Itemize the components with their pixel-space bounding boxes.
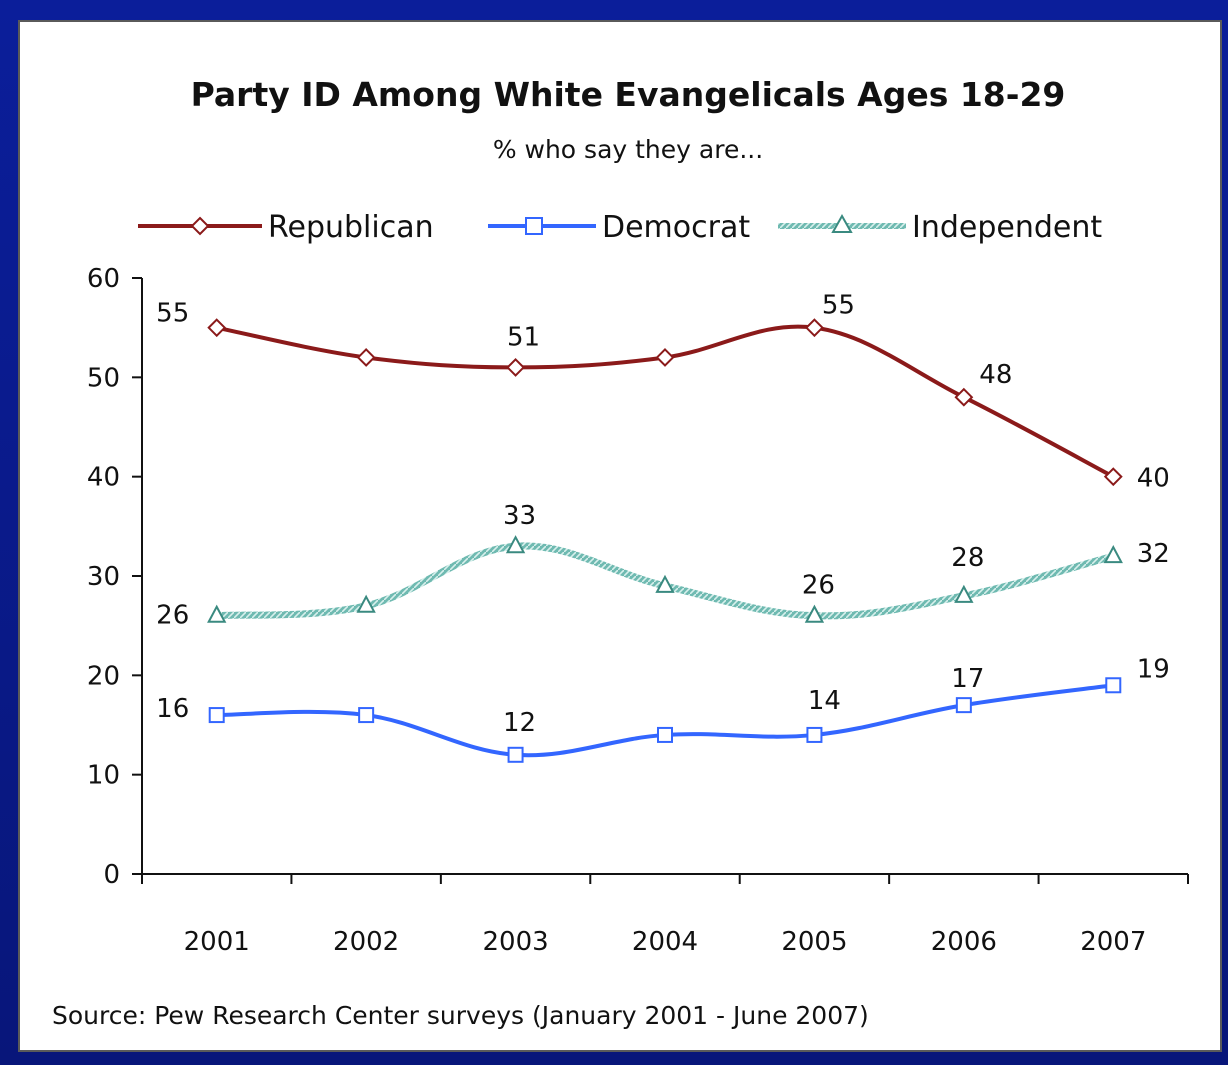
independent-point <box>804 604 825 623</box>
x-tick-label: 2007 <box>1080 927 1146 957</box>
republican-point <box>356 348 376 367</box>
chart-title: Party ID Among White Evangelicals Ages 1… <box>191 75 1066 114</box>
democrat-point <box>806 726 823 743</box>
x-tick-label: 2005 <box>781 927 847 957</box>
democrat-data-label: 19 <box>1137 654 1170 684</box>
axes: 0 10 20 30 40 50 60 2001 2002 2003 2004 2005 2006 200… <box>87 264 1189 957</box>
y-tick-label: 50 <box>87 363 120 393</box>
independent-point <box>655 574 675 593</box>
legend-democrat-label: Democrat <box>602 210 750 245</box>
republican-point <box>954 387 974 407</box>
republican-data-label: 40 <box>1137 464 1170 494</box>
democrat-point <box>507 746 524 763</box>
legend-republican-label: Republican <box>268 210 434 245</box>
independent-point <box>505 535 526 554</box>
legend-independent-label: Independent <box>912 210 1102 245</box>
democrat-point <box>955 697 972 714</box>
series-layer <box>207 318 1123 763</box>
republican-point <box>506 357 525 377</box>
x-tick-label: 2004 <box>632 927 698 957</box>
democrat-point <box>657 726 673 743</box>
y-tick-label: 40 <box>87 463 120 493</box>
independent-data-label: 33 <box>503 501 536 531</box>
x-tick-label: 2006 <box>931 927 997 957</box>
legend-independent-marker <box>831 213 853 233</box>
republican-point <box>805 318 824 338</box>
independent-point <box>1103 545 1123 564</box>
independent-point <box>207 604 227 623</box>
independent-data-label: 28 <box>951 543 984 573</box>
data-labels: 55 51 55 48 40 16 12 14 17 19 26 33 26 28 32 <box>156 291 1170 738</box>
independent-point <box>356 594 376 613</box>
republican-data-label: 51 <box>507 322 540 352</box>
democrat-data-label: 12 <box>503 708 536 738</box>
y-tick-label: 60 <box>87 264 120 294</box>
democrat-point <box>358 707 375 724</box>
independent-data-label: 26 <box>802 571 835 601</box>
x-tick-label: 2001 <box>184 927 250 957</box>
republican-point <box>1103 467 1123 487</box>
legend-republican-marker <box>190 216 210 236</box>
y-tick-label: 20 <box>87 661 120 691</box>
republican-data-label: 55 <box>156 299 189 329</box>
x-tick-label: 2002 <box>333 927 399 957</box>
y-tick-label: 10 <box>87 761 120 791</box>
democrat-data-label: 14 <box>808 686 841 716</box>
independent-data-label: 32 <box>1137 539 1170 569</box>
x-tick-label: 2003 <box>482 927 548 957</box>
independent-data-label: 26 <box>156 601 189 631</box>
republican-point <box>655 348 675 367</box>
republican-point <box>207 318 227 338</box>
democrat-point <box>208 707 225 724</box>
chart-panel <box>18 20 1222 1052</box>
chart-subtitle: % who say they are... <box>493 135 763 164</box>
legend-democrat-marker <box>525 217 543 235</box>
independent-point <box>954 584 974 603</box>
legend: Republican Democrat Independent <box>138 210 1102 245</box>
y-tick-label: 0 <box>103 860 120 890</box>
republican-data-label: 48 <box>979 360 1012 390</box>
y-tick-label: 30 <box>87 562 120 592</box>
source-note: Source: Pew Research Center surveys (Jan… <box>52 1001 869 1030</box>
democrat-point <box>1105 677 1122 694</box>
democrat-data-label: 16 <box>156 694 189 724</box>
republican-data-label: 55 <box>822 291 855 321</box>
democrat-data-label: 17 <box>951 664 984 694</box>
democrat-line <box>214 683 1116 758</box>
